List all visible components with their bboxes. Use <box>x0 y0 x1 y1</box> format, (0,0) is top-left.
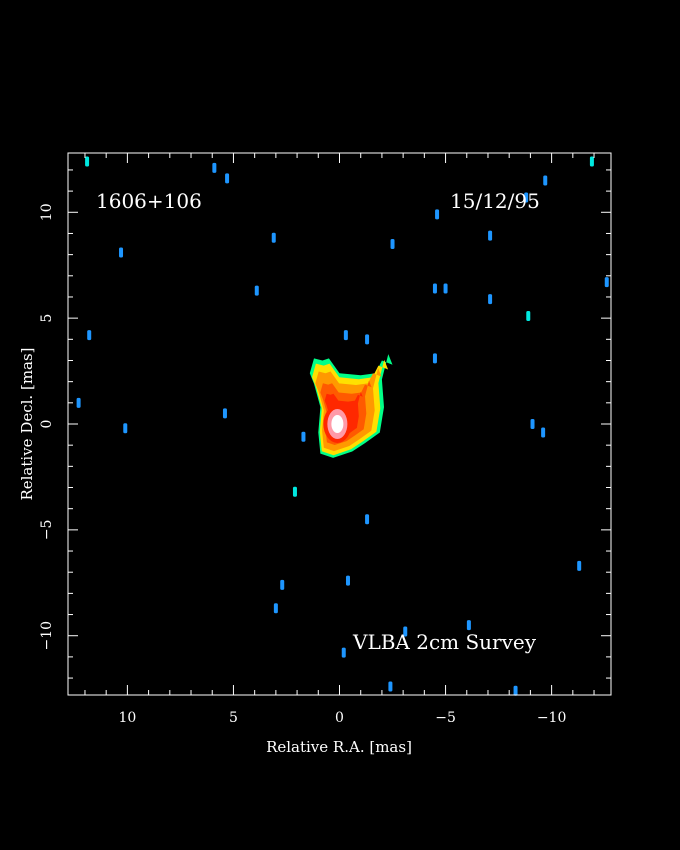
noise-blob <box>225 173 230 184</box>
noise-blob <box>85 156 90 167</box>
noise-blob <box>443 283 448 294</box>
noise-blob <box>466 620 471 631</box>
noise-blob <box>403 626 408 637</box>
noise-blob <box>273 603 278 614</box>
noise-blob <box>513 685 518 696</box>
noise-blob <box>271 232 276 243</box>
noise-blob <box>541 427 546 438</box>
noise-blob <box>76 397 81 408</box>
noise-blob <box>488 230 493 241</box>
x-tick-label: 10 <box>118 710 136 726</box>
survey-name-annotation: VLBA 2cm Survey <box>352 630 537 654</box>
noise-blob <box>222 408 227 419</box>
noise-blob <box>343 330 348 341</box>
noise-blob <box>604 277 609 288</box>
noise-blob <box>365 334 370 345</box>
noise-blob <box>524 192 529 203</box>
noise-blob <box>589 156 594 167</box>
noise-blob <box>543 175 548 186</box>
y-tick-label: −10 <box>39 621 55 651</box>
noise-blob <box>301 431 306 442</box>
axis-ticks <box>68 153 611 695</box>
noise-blob <box>345 575 350 586</box>
noise-blob <box>432 283 437 294</box>
noise-blob <box>488 294 493 305</box>
epoch-date-annotation: 15/12/95 <box>450 189 540 213</box>
x-tick-label: 5 <box>229 710 238 726</box>
noise-blob <box>435 209 440 220</box>
noise-blob <box>390 239 395 250</box>
noise-blob <box>212 162 217 173</box>
tick-labels: 10 5 0 −5 −10 10 5 0 −5 −10 <box>39 203 566 726</box>
noise-blob <box>292 486 297 497</box>
noise-blob <box>530 419 535 429</box>
x-tick-label: −10 <box>537 710 567 726</box>
noise-layer <box>76 156 609 696</box>
x-axis-label: Relative R.A. [mas] <box>266 738 412 756</box>
y-axis-label: Relative Decl. [mas] <box>18 347 36 500</box>
noise-blob <box>123 423 128 434</box>
noise-blob <box>341 647 346 658</box>
jet-emission <box>309 354 393 458</box>
noise-blob <box>577 560 582 571</box>
noise-blob <box>280 579 285 590</box>
noise-blob <box>254 285 259 296</box>
y-tick-label: −5 <box>39 520 55 541</box>
core-peak <box>331 415 344 433</box>
y-tick-label: 0 <box>39 420 55 429</box>
noise-blob <box>432 353 437 364</box>
plot-area <box>76 156 609 696</box>
noise-blob <box>365 514 370 525</box>
noise-blob <box>119 247 124 258</box>
y-tick-label: 5 <box>39 314 55 323</box>
noise-blob <box>526 311 531 322</box>
source-name-annotation: 1606+106 <box>96 189 202 213</box>
noise-blob <box>87 330 92 341</box>
y-tick-label: 10 <box>39 203 55 221</box>
x-tick-label: −5 <box>435 710 456 726</box>
noise-blob <box>388 681 393 692</box>
x-tick-label: 0 <box>335 710 344 726</box>
